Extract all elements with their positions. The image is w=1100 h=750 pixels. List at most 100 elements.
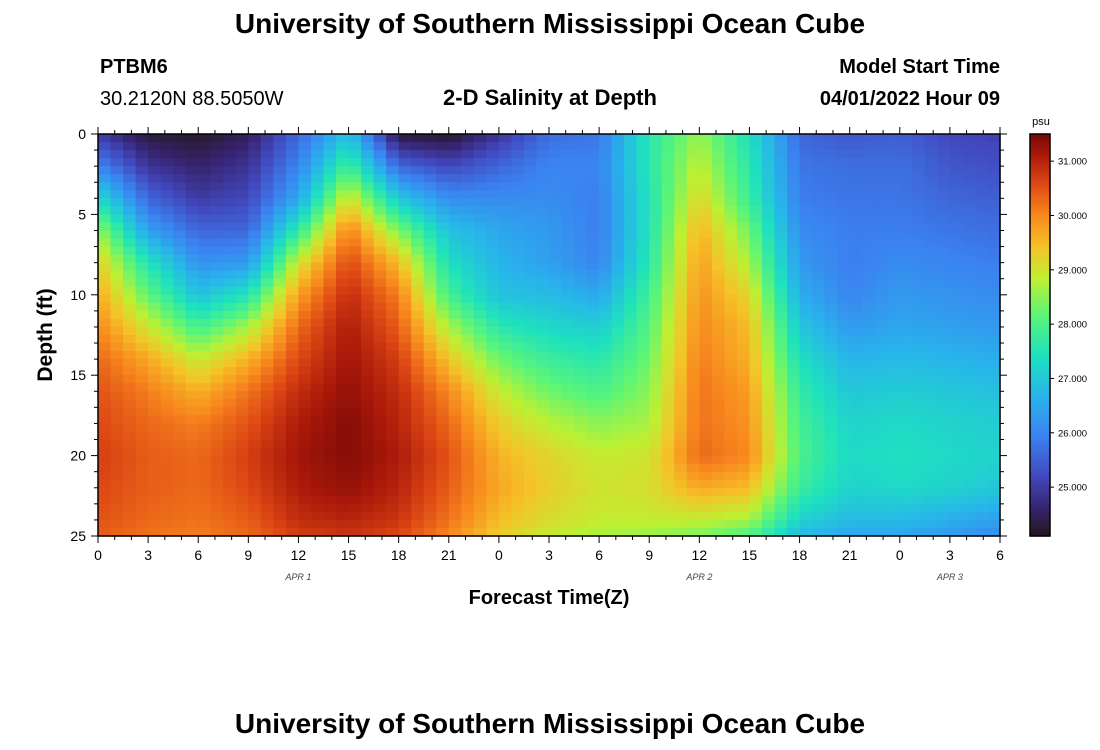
heatmap-cell <box>824 527 838 537</box>
heatmap-cell <box>361 431 375 441</box>
heatmap-cell <box>837 479 851 489</box>
heatmap-cell <box>912 447 926 457</box>
heatmap-cell <box>787 375 801 384</box>
heatmap-cell <box>423 142 437 151</box>
heatmap-cell <box>949 318 964 328</box>
heatmap-cell <box>148 166 162 175</box>
heatmap-cell <box>173 286 187 296</box>
heatmap-cell <box>862 479 876 489</box>
heatmap-cell <box>148 511 162 521</box>
heatmap-cell <box>686 367 700 376</box>
colorbar-swatch <box>1030 402 1050 406</box>
heatmap-cell <box>599 383 613 392</box>
heatmap-cell <box>636 326 650 336</box>
heatmap-cell <box>260 495 274 505</box>
heatmap-cell <box>661 463 675 473</box>
heatmap-cell <box>849 294 863 304</box>
heatmap-cell <box>260 503 274 513</box>
heatmap-cell <box>498 142 513 151</box>
heatmap-cell <box>699 310 713 320</box>
heatmap-cell <box>599 254 613 264</box>
heatmap-cell <box>248 182 262 191</box>
heatmap-cell <box>711 206 725 215</box>
heatmap-cell <box>949 174 964 183</box>
heatmap-cell <box>511 383 525 392</box>
colorbar-tick-label: 28.000 <box>1058 320 1087 331</box>
heatmap-cell <box>624 391 638 400</box>
heatmap-cell <box>411 471 425 481</box>
heatmap-cell <box>98 214 112 224</box>
heatmap-cell <box>799 351 813 360</box>
heatmap-cell <box>348 230 362 240</box>
heatmap-cell <box>448 511 462 521</box>
heatmap-cell <box>511 335 525 344</box>
heatmap-cell <box>348 206 362 215</box>
heatmap-cell <box>198 286 212 296</box>
heatmap-cell <box>862 166 876 175</box>
heatmap-cell <box>636 455 650 465</box>
heatmap-cell <box>536 519 550 529</box>
heatmap-cell <box>536 487 550 497</box>
heatmap-cell <box>674 359 688 368</box>
heatmap-cell <box>812 206 826 215</box>
heatmap-cell <box>248 431 262 441</box>
heatmap-cell <box>523 351 538 360</box>
heatmap-cell <box>223 351 237 360</box>
heatmap-cell <box>899 335 913 344</box>
heatmap-cell <box>711 511 725 521</box>
heatmap-cell <box>849 447 863 457</box>
heatmap-cell <box>423 166 437 175</box>
heatmap-cell <box>699 455 713 465</box>
heatmap-cell <box>310 375 325 384</box>
heatmap-cell <box>486 310 500 320</box>
heatmap-cell <box>586 190 600 199</box>
heatmap-cell <box>260 479 274 489</box>
heatmap-cell <box>511 527 525 537</box>
heatmap-cell <box>774 447 788 457</box>
heatmap-cell <box>323 238 337 248</box>
heatmap-cell <box>323 343 337 352</box>
heatmap-cell <box>523 142 538 151</box>
heatmap-cell <box>586 294 600 304</box>
heatmap-cell <box>724 302 738 312</box>
heatmap-cell <box>636 270 650 280</box>
heatmap-cell <box>123 471 137 481</box>
heatmap-cell <box>837 302 851 312</box>
heatmap-cell <box>924 447 938 457</box>
heatmap-cell <box>448 351 462 360</box>
heatmap-cell <box>473 238 487 248</box>
heatmap-cell <box>411 343 425 352</box>
heatmap-cell <box>148 254 162 264</box>
heatmap-cell <box>160 495 174 505</box>
heatmap-cell <box>799 302 813 312</box>
heatmap-cell <box>273 479 287 489</box>
heatmap-cell <box>711 519 725 529</box>
heatmap-cell <box>787 302 801 312</box>
heatmap-cell <box>862 511 876 521</box>
heatmap-cell <box>574 495 588 505</box>
heatmap-cell <box>223 367 237 376</box>
heatmap-cell <box>949 431 964 441</box>
heatmap-cell <box>774 174 788 183</box>
heatmap-cell <box>511 142 525 151</box>
heatmap-cell <box>987 190 1001 199</box>
heatmap-cell <box>874 471 888 481</box>
heatmap-cell <box>887 391 901 400</box>
heatmap-cell <box>799 527 813 537</box>
heatmap-cell <box>486 302 500 312</box>
heatmap-cell <box>699 174 713 183</box>
heatmap-cell <box>135 278 149 288</box>
heatmap-cell <box>624 527 638 537</box>
heatmap-cell <box>486 407 500 416</box>
heatmap-cell <box>110 190 124 199</box>
heatmap-cell <box>285 351 300 360</box>
heatmap-cell <box>724 383 738 392</box>
heatmap-cell <box>711 407 725 416</box>
heatmap-cell <box>561 495 575 505</box>
heatmap-cell <box>974 479 989 489</box>
heatmap-cell <box>260 326 274 336</box>
heatmap-cell <box>874 166 888 175</box>
heatmap-cell <box>436 238 450 248</box>
heatmap-cell <box>624 359 638 368</box>
heatmap-cell <box>285 399 300 408</box>
